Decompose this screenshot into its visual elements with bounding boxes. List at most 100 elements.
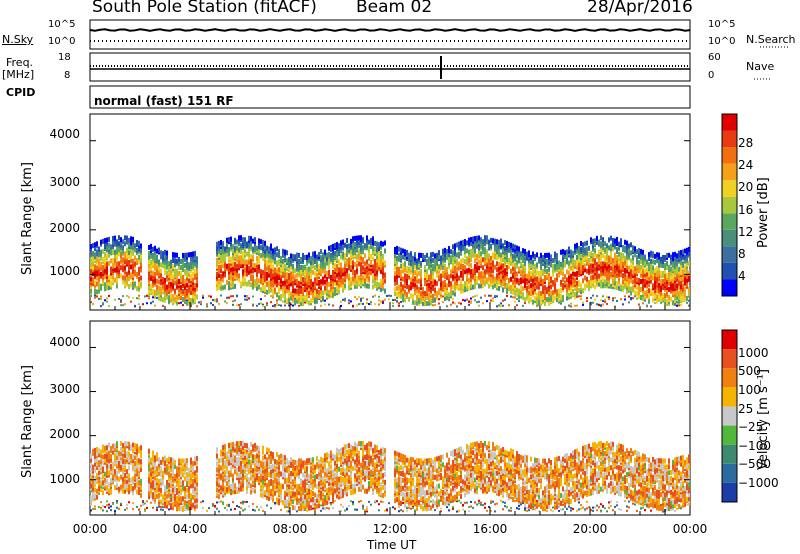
- echo-cell: [152, 480, 154, 486]
- echo-cell: [260, 269, 262, 275]
- ground-cell: [100, 501, 102, 504]
- ground-cell: [132, 507, 134, 510]
- ground-cell: [454, 302, 456, 305]
- echo-cell: [234, 237, 236, 243]
- echo-cell: [332, 259, 334, 265]
- echo-cell: [548, 252, 550, 258]
- echo-cell: [226, 241, 228, 247]
- ground-cell: [106, 504, 108, 507]
- echo-cell: [258, 258, 260, 264]
- echo-cell: [584, 275, 586, 281]
- echo-cell: [610, 235, 612, 241]
- ground-cell: [398, 304, 400, 307]
- echo-cell: [666, 282, 668, 288]
- echo-cell: [134, 281, 136, 287]
- ground-cell: [478, 300, 480, 303]
- echo-cell: [344, 242, 346, 248]
- echo-cell: [96, 265, 98, 271]
- echo-cell: [108, 464, 110, 470]
- echo-cell: [584, 247, 586, 253]
- echo-cell: [228, 247, 230, 253]
- echo-cell: [458, 275, 460, 281]
- freq-label-1: Freq.: [6, 56, 34, 69]
- echo-cell: [380, 278, 382, 284]
- echo-cell: [474, 264, 476, 270]
- ground-cell: [602, 295, 604, 298]
- echo-cell: [96, 494, 98, 500]
- echo-cell: [238, 255, 240, 261]
- ground-cell: [212, 303, 214, 306]
- echo-cell: [254, 237, 256, 243]
- echo-cell: [264, 284, 266, 290]
- echo-cell: [348, 263, 350, 269]
- echo-cell: [126, 235, 128, 241]
- echo-cell: [126, 271, 128, 277]
- echo-cell: [140, 275, 142, 281]
- echo-cell: [154, 271, 156, 277]
- echo-cell: [126, 469, 128, 475]
- echo-cell: [182, 266, 184, 272]
- echo-cell: [160, 286, 162, 292]
- ground-cell: [128, 296, 130, 299]
- echo-cell: [476, 275, 478, 281]
- echo-cell: [190, 290, 192, 296]
- echo-cell: [252, 282, 254, 288]
- echo-cell: [560, 293, 562, 299]
- echo-cell: [324, 263, 326, 269]
- echo-cell: [118, 486, 120, 492]
- echo-cell: [290, 295, 292, 301]
- echo-cell: [454, 243, 456, 249]
- echo-cell: [192, 263, 194, 269]
- echo-cell: [468, 261, 470, 267]
- echo-cell: [120, 265, 122, 271]
- echo-cell: [592, 238, 594, 244]
- echo-cell: [312, 255, 314, 261]
- echo-cell: [380, 286, 382, 292]
- echo-cell: [628, 253, 630, 259]
- echo-cell: [124, 441, 126, 447]
- echo-cell: [538, 270, 540, 276]
- echo-cell: [548, 276, 550, 282]
- echo-cell: [678, 250, 680, 256]
- ground-cell: [686, 301, 688, 304]
- echo-cell: [480, 237, 482, 243]
- echo-cell: [546, 252, 548, 258]
- echo-cell: [102, 268, 104, 274]
- echo-cell: [396, 255, 398, 261]
- echo-cell: [162, 251, 164, 257]
- echo-cell: [140, 253, 142, 259]
- echo-cell: [346, 262, 348, 268]
- echo-cell: [434, 291, 436, 297]
- echo-cell: [482, 283, 484, 289]
- echo-cell: [294, 298, 296, 304]
- echo-cell: [182, 297, 184, 303]
- echo-cell: [568, 292, 570, 298]
- ground-cell: [186, 299, 188, 302]
- echo-cell: [98, 274, 100, 280]
- echo-cell: [300, 264, 302, 270]
- ground-cell: [604, 298, 606, 301]
- echo-cell: [298, 258, 300, 264]
- echo-cell: [364, 273, 366, 279]
- echo-cell: [112, 461, 114, 467]
- ground-cell: [340, 300, 342, 303]
- echo-cell: [510, 288, 512, 294]
- echo-cell: [500, 258, 502, 264]
- echo-cell: [166, 276, 168, 282]
- echo-cell: [590, 275, 592, 281]
- ground-cell: [582, 301, 584, 304]
- p1-ytick-2000: 2000: [49, 221, 80, 235]
- echo-cell: [278, 249, 280, 255]
- echo-cell: [532, 273, 534, 279]
- echo-cell: [496, 267, 498, 273]
- echo-cell: [344, 282, 346, 288]
- ground-cell: [144, 508, 146, 511]
- echo-cell: [344, 266, 346, 272]
- echo-cell: [284, 249, 286, 255]
- ground-cell: [354, 295, 356, 298]
- echo-cell: [122, 275, 124, 281]
- echo-cell: [100, 271, 102, 277]
- echo-cell: [630, 242, 632, 248]
- ground-cell: [98, 297, 100, 300]
- echo-cell: [312, 251, 314, 257]
